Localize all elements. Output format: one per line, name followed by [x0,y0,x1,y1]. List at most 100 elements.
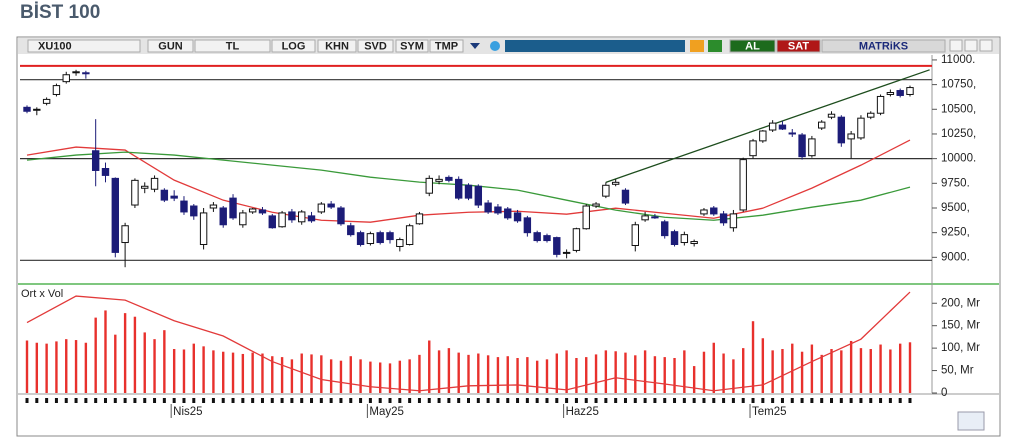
toolbar-label[interactable]: TMP [435,40,458,52]
toolbar-label[interactable]: TL [226,40,240,52]
volume-bar [486,355,490,393]
day-tick [673,398,677,403]
candle-body [239,212,247,226]
candle-body [219,207,227,226]
refresh-icon[interactable] [708,40,722,52]
day-tick [368,398,372,403]
candle-body [425,177,433,194]
volume-bar [722,353,725,393]
toolbar-label[interactable]: SVD [364,40,387,52]
sync-button[interactable] [957,411,985,431]
day-tick [54,398,58,403]
candle-body [670,231,679,246]
toolbar-button[interactable] [147,39,194,53]
volume-bar [889,349,892,393]
candle-body [808,138,816,157]
day-tick [751,398,755,403]
candle-body [386,232,394,241]
volume-tick-label: 150, Mr [941,320,980,332]
toolbar-label[interactable]: AL [745,40,760,52]
toolbar-label[interactable]: SYM [400,40,424,52]
day-tick [643,398,647,403]
minimize-button[interactable] [964,39,978,52]
volume-bar [310,354,313,393]
day-tick [614,398,618,403]
price-tick-label: 10500, [941,103,976,115]
candle-body [700,209,708,215]
candle-body [611,181,620,185]
toolbar-button[interactable] [395,39,429,53]
toolbar-label[interactable]: MATRiKS [859,40,908,52]
candle-body [523,217,532,234]
volume-bar [732,359,735,393]
volume-bar [516,358,519,393]
toolbar-button[interactable] [317,39,357,53]
candle-body [572,228,581,251]
volume-bar [369,361,372,393]
toolbar-label[interactable]: XU100 [38,40,72,52]
volume-bar [810,344,814,393]
day-tick [113,398,117,403]
menu-button[interactable] [949,39,963,52]
toolbar-button[interactable] [776,39,821,53]
volume-bar [172,349,176,393]
volume-bar [594,354,598,393]
candle-body [602,184,610,197]
maximize-button[interactable] [979,39,993,52]
volume-bar [830,349,833,393]
toolbar-label[interactable]: LOG [282,40,306,52]
price-tick-label: 9250, [941,227,970,239]
candle-body [62,74,70,83]
day-tick [427,398,431,403]
volume-bar [359,359,362,393]
candle-body [661,221,669,237]
candle-body [857,117,865,139]
candle-body [101,168,110,176]
toolbar-button[interactable] [357,39,394,53]
day-tick [516,398,520,403]
volume-bar [212,350,215,393]
toolbar-label[interactable]: SAT [788,40,809,52]
volume-bar [114,334,117,393]
toolbar-label[interactable]: KHN [325,40,349,52]
candle-body [160,189,169,201]
day-tick [535,398,539,403]
volume-bar [94,317,97,393]
toolbar-button[interactable] [271,39,316,53]
alert-icon[interactable] [690,40,704,52]
day-tick [319,398,323,403]
day-tick [349,398,353,403]
day-tick [839,398,843,403]
volume-tick-label: 0 [941,387,947,399]
volume-bar [280,357,284,393]
day-tick [417,398,421,403]
volume-bar [261,353,264,393]
volume-bar [25,340,29,393]
x-tick-label: Tem25 [752,406,787,418]
price-tick-label: 10750, [941,79,976,91]
toolbar-button[interactable] [27,39,141,53]
twitter-icon[interactable] [490,41,500,51]
volume-bar [467,354,470,393]
day-tick [653,398,657,403]
volume-bar [771,350,774,393]
toolbar-button[interactable] [194,39,271,53]
toolbar-button[interactable] [429,39,464,53]
candle-body [494,206,502,214]
candle-body [445,176,453,181]
candle-body [553,237,561,255]
candle-body [435,178,443,182]
day-tick [241,398,245,403]
candle-body [768,122,777,131]
day-tick [908,398,912,403]
candle-body [886,92,895,95]
dropdown-icon[interactable] [470,43,480,49]
toolbar-button[interactable] [821,39,946,53]
day-tick [771,398,775,403]
toolbar-button[interactable] [729,39,776,53]
toolbar-label[interactable]: GUN [158,40,183,52]
volume-bar [575,358,578,393]
volume-bar [437,350,441,393]
